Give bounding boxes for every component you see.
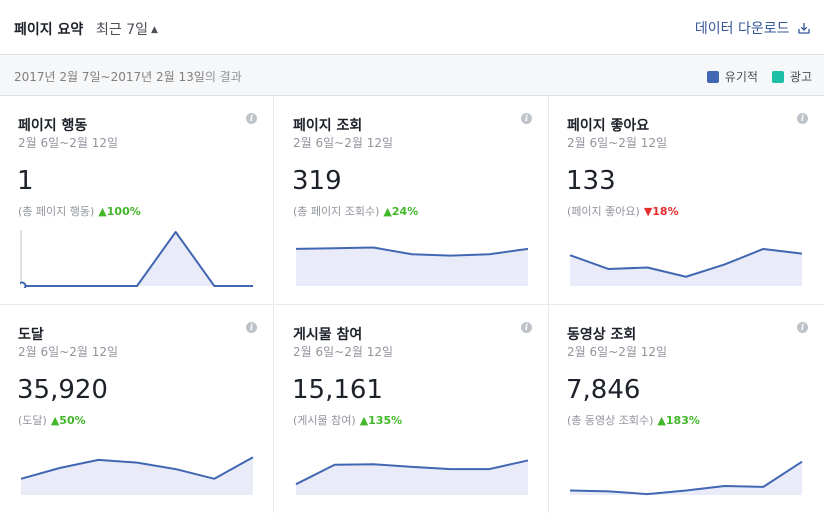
change-badge: ▼18%	[643, 205, 679, 218]
card-date-range: 2월 6일~2월 12일	[567, 345, 668, 359]
results-bar: 2017년 2월 7일~2017년 2월 13일의 결과 유기적 광고	[0, 55, 824, 96]
card-date-range: 2월 6일~2월 12일	[293, 345, 394, 359]
metric-card-video-views[interactable]: 동영상 조회 i 2월 6일~2월 12일 7,846 (총 동영상 조회수) ▲183%	[549, 305, 824, 513]
metric-card-page-views[interactable]: 페이지 조회 i 2월 6일~2월 12일 319 (총 페이지 조회수) ▲24%	[275, 96, 549, 305]
info-icon[interactable]: i	[797, 322, 808, 333]
sparkline-chart	[569, 460, 803, 496]
metric-value: 35,920	[17, 375, 108, 405]
triangle-up-icon: ▲	[98, 205, 107, 218]
chart-legend: 유기적 광고	[693, 68, 812, 85]
metric-value: 1	[17, 166, 34, 196]
card-date-range: 2월 6일~2월 12일	[18, 345, 119, 359]
metric-sublabel: (총 동영상 조회수) ▲183%	[567, 414, 700, 427]
card-date-range: 2월 6일~2월 12일	[293, 136, 394, 150]
page-summary-header: 페이지 요약 최근 7일 ▲︎ 데이터 다운로드	[0, 0, 824, 55]
metric-sublabel: (총 페이지 행동) ▲100%	[18, 205, 141, 218]
metric-value: 133	[566, 166, 616, 196]
card-date-range: 2월 6일~2월 12일	[567, 136, 668, 150]
date-range-label: 최근 7일	[96, 22, 148, 38]
sparkline-series-line	[295, 459, 529, 486]
metric-card-post-engagement[interactable]: 게시물 참여 i 2월 6일~2월 12일 15,161 (게시물 참여) ▲135%	[275, 305, 549, 513]
sparkline-chart	[20, 456, 254, 495]
triangle-up-icon: ▲	[657, 414, 666, 427]
sparkline-area	[21, 457, 253, 495]
legend-paid: 광고	[771, 68, 812, 85]
card-title: 페이지 행동	[18, 118, 88, 134]
sparkline-series-line	[295, 246, 529, 257]
info-icon[interactable]: i	[246, 113, 257, 124]
sparkline-series-line	[569, 247, 803, 278]
metric-card-reach[interactable]: 도달 i 2월 6일~2월 12일 35,920 (도달) ▲50%	[0, 305, 274, 513]
card-title: 동영상 조회	[567, 327, 637, 343]
card-date-range: 2월 6일~2월 12일	[18, 136, 119, 150]
sparkline-area	[570, 248, 802, 286]
info-icon[interactable]: i	[797, 113, 808, 124]
legend-swatch-organic	[706, 70, 719, 83]
sparkline-series-line	[21, 231, 253, 287]
metric-value: 15,161	[292, 375, 383, 405]
legend-swatch-paid	[771, 70, 784, 83]
metric-card-page-actions[interactable]: 페이지 행동 i 2월 6일~2월 12일 1 (총 페이지 행동) ▲100%	[0, 96, 274, 305]
metric-card-grid: 페이지 행동 i 2월 6일~2월 12일 1 (총 페이지 행동) ▲100% 페이지 조…	[0, 96, 824, 513]
change-badge: ▲135%	[359, 414, 403, 427]
sparkline-series-line	[569, 460, 803, 496]
metric-sublabel: (게시물 참여) ▲135%	[293, 414, 403, 427]
change-badge: ▲183%	[657, 414, 700, 427]
sparkline-chart	[569, 247, 803, 286]
card-title: 페이지 좋아요	[567, 118, 650, 134]
download-icon	[798, 23, 810, 34]
sort-caret-icon: ▲︎	[151, 25, 158, 35]
sparkline-chart	[20, 230, 253, 288]
results-date-range: 2017년 2월 7일~2017년 2월 13일의 결과	[14, 70, 242, 84]
sparkline-area	[21, 232, 253, 286]
change-badge: ▲50%	[50, 414, 86, 427]
metric-sublabel: (총 페이지 조회수) ▲24%	[293, 205, 419, 218]
triangle-up-icon: ▲	[50, 414, 60, 427]
metric-value: 319	[292, 166, 342, 196]
change-badge: ▲100%	[98, 205, 141, 218]
metric-card-page-likes[interactable]: 페이지 좋아요 i 2월 6일~2월 12일 133 (페이지 좋아요) ▼18%	[549, 96, 824, 305]
page-title: 페이지 요약	[14, 22, 84, 38]
metric-sublabel: (페이지 좋아요) ▼18%	[567, 205, 679, 218]
metric-value: 7,846	[566, 375, 641, 405]
card-title: 도달	[18, 327, 44, 343]
sparkline-series-line	[20, 456, 254, 480]
download-label: 데이터 다운로드	[694, 21, 790, 37]
sparkline-chart	[295, 246, 529, 286]
sparkline-point-marker	[20, 281, 27, 288]
sparkline-chart	[295, 459, 529, 495]
sparkline-area	[296, 247, 528, 286]
card-title: 게시물 참여	[293, 327, 363, 343]
date-range-dropdown[interactable]: 최근 7일 ▲︎	[96, 19, 158, 39]
change-badge: ▲24%	[383, 205, 419, 218]
info-icon[interactable]: i	[521, 322, 532, 333]
card-title: 페이지 조회	[293, 118, 363, 134]
download-data-link[interactable]: 데이터 다운로드	[695, 18, 810, 38]
legend-organic: 유기적	[706, 68, 758, 85]
info-icon[interactable]: i	[521, 113, 532, 124]
triangle-up-icon: ▲	[383, 205, 392, 218]
triangle-down-icon: ▼	[643, 205, 653, 218]
triangle-up-icon: ▲	[359, 414, 369, 427]
info-icon[interactable]: i	[246, 322, 257, 333]
metric-sublabel: (도달) ▲50%	[18, 414, 86, 427]
